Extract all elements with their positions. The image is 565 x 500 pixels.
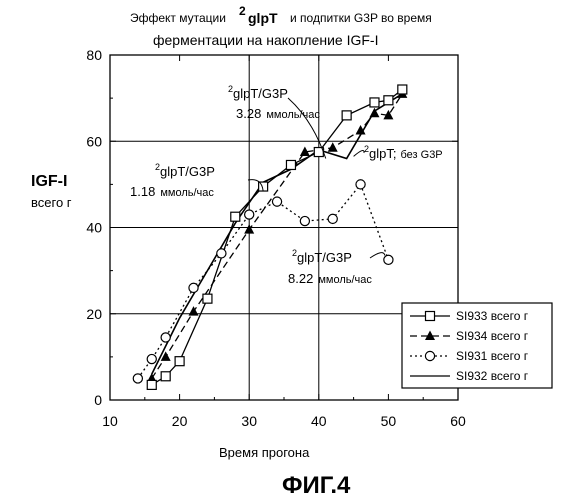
data-point-circle <box>189 283 198 292</box>
series-line-si934 <box>152 94 403 379</box>
annotation-label: 2glpT;без G3P <box>354 144 443 161</box>
data-point-circle <box>133 374 142 383</box>
data-point-circle <box>356 180 365 189</box>
legend-label: SI931 всего г <box>456 349 529 363</box>
data-point-square <box>370 98 379 107</box>
annotation-rate: 3.28 ммоль/час <box>236 106 320 121</box>
data-point-triangle <box>244 224 254 234</box>
chart-legend: SI933 всего г SI934 всего г SI931 всего г S… <box>402 303 552 388</box>
figure-label: ФИГ.4 <box>282 472 351 499</box>
data-point-square <box>203 294 212 303</box>
data-point-triangle <box>189 306 199 316</box>
data-point-square <box>231 212 240 221</box>
series-line-si932 <box>152 94 403 374</box>
data-point-circle <box>245 210 254 219</box>
annotation-unit: ммоль/час <box>266 109 320 121</box>
chart-title-line2: ферментации на накопление IGF-I <box>153 32 378 48</box>
data-point-square <box>342 111 351 120</box>
data-point-square <box>147 380 156 389</box>
data-point-circle <box>217 249 226 258</box>
x-tick-label: 60 <box>450 413 466 429</box>
annotation-title: 2glpT/G3P <box>292 248 352 265</box>
annotation-rate-value: 8.22 <box>288 271 313 286</box>
x-tick-label: 20 <box>172 413 188 429</box>
chart-title-gene: glpT <box>248 10 278 26</box>
legend-label: SI932 всего г <box>456 369 529 383</box>
y-axis-label: IGF-I <box>31 173 67 190</box>
annotation-leader <box>354 150 364 156</box>
chart-title-gene-sup: 2 <box>239 4 246 18</box>
data-point-circle <box>147 354 156 363</box>
chart-title-part2: и подпитки G3P во время <box>290 11 432 25</box>
y-tick-label: 0 <box>94 392 102 408</box>
chart-series <box>133 85 407 389</box>
y-tick-label: 20 <box>86 306 102 322</box>
x-tick-label: 10 <box>102 413 118 429</box>
annotation-label: 2glpT/G3P 3.28 ммоль/час <box>228 84 326 159</box>
data-point-circle <box>161 333 170 342</box>
data-point-square <box>398 85 407 94</box>
y-axis-sublabel: всего г <box>31 195 72 210</box>
annotation-rate: 8.22 ммоль/час <box>288 271 372 286</box>
legend-label: SI933 всего г <box>456 309 529 323</box>
annotation-text: glpT/G3P <box>233 86 288 101</box>
data-point-circle <box>272 197 281 206</box>
annotation-unit: без G3P <box>400 149 442 161</box>
data-point-circle <box>328 214 337 223</box>
data-point-square <box>384 96 393 105</box>
annotation-title: 2glpT/G3P <box>155 162 215 179</box>
x-tick-label: 40 <box>311 413 327 429</box>
annotation-text: glpT/G3P <box>160 164 215 179</box>
x-axis-label: Время прогона <box>219 445 310 460</box>
annotation-label: 2glpT/G3P1.18 ммоль/час <box>130 162 263 199</box>
data-point-square <box>175 357 184 366</box>
y-tick-label: 60 <box>86 133 102 149</box>
y-tick-label: 40 <box>86 220 102 236</box>
chart-title-part1: Эффект мутации <box>130 11 226 25</box>
annotation-unit: ммоль/час <box>318 274 372 286</box>
data-point-circle <box>300 216 309 225</box>
data-point-square <box>286 160 295 169</box>
x-tick-label: 30 <box>241 413 257 429</box>
data-point-circle <box>425 351 434 360</box>
annotation-title: 2glpT;без G3P <box>364 144 443 161</box>
annotation-rate-value: 1.18 <box>130 184 155 199</box>
annotation-unit: ммоль/час <box>160 187 214 199</box>
data-point-square <box>161 372 170 381</box>
data-point-square <box>426 312 435 321</box>
annotation-label: 2glpT/G3P 8.22 ммоль/час <box>288 248 385 286</box>
annotation-rate: 1.18 ммоль/час <box>130 184 214 199</box>
annotation-leader <box>370 253 385 258</box>
data-point-triangle <box>328 142 338 152</box>
legend-label: SI934 всего г <box>456 329 529 343</box>
data-point-circle <box>384 255 393 264</box>
annotation-text: glpT/G3P <box>297 250 352 265</box>
annotation-title: 2glpT/G3P <box>228 84 288 101</box>
chart-annotations: 2glpT/G3P3.28ммоль/час2glpT/G3P1.18ммоль… <box>130 84 443 286</box>
x-tick-label: 50 <box>381 413 397 429</box>
annotation-text: glpT; <box>369 146 396 161</box>
y-tick-label: 80 <box>86 47 102 63</box>
annotation-rate-value: 3.28 <box>236 106 261 121</box>
